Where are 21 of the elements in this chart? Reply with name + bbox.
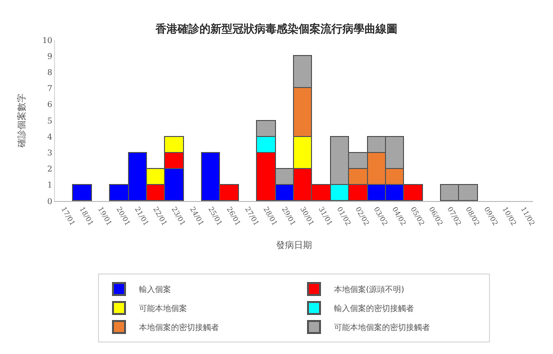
legend-label: 輸入個案的密切接觸者 bbox=[334, 304, 414, 314]
legend-label: 可能本地個案 bbox=[139, 304, 187, 314]
y-tick-label: 6 bbox=[47, 100, 52, 110]
y-tick-label: 9 bbox=[47, 52, 52, 61]
legend-label: 輸入個案 bbox=[139, 285, 171, 294]
y-tick-label: 0 bbox=[47, 196, 52, 206]
y-tick-label: 3 bbox=[47, 148, 52, 158]
chart-title: 香港確診的新型冠狀病毒感染個案流行病學曲線圖 bbox=[154, 22, 398, 36]
legend-label: 可能本地個案的密切接觸者 bbox=[334, 323, 430, 332]
y-axis-title: 確診個案數字 bbox=[16, 94, 28, 148]
y-tick-label: 5 bbox=[47, 116, 52, 126]
y-tick-label: 4 bbox=[47, 132, 52, 142]
y-tick-label: 8 bbox=[47, 68, 52, 77]
legend-label: 本地個案(源頭不明) bbox=[334, 285, 404, 294]
y-tick-label: 7 bbox=[47, 84, 52, 94]
bar bbox=[72, 184, 92, 201]
y-tick-label: 10 bbox=[42, 36, 52, 45]
y-tick-label: 1 bbox=[47, 180, 52, 190]
x-axis-title: 發病日期 bbox=[276, 240, 312, 251]
y-tick-label: 2 bbox=[47, 164, 52, 174]
legend-label: 本地個案的密切接觸者 bbox=[139, 323, 219, 332]
